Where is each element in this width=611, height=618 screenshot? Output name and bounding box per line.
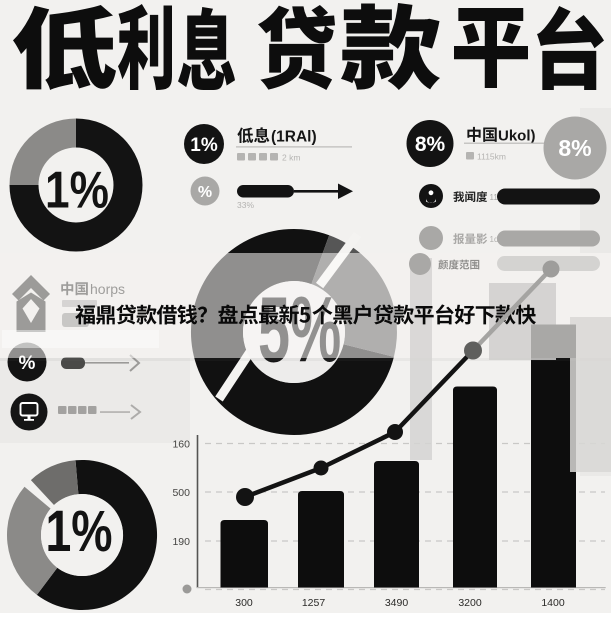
svg-text:(1RAl): (1RAl): [271, 129, 317, 146]
svg-text:3200: 3200: [458, 597, 482, 609]
svg-text:1400: 1400: [541, 597, 565, 609]
svg-text:8%: 8%: [558, 135, 591, 161]
svg-text:500: 500: [172, 487, 190, 499]
svg-text:%: %: [19, 353, 36, 374]
svg-text:1%: 1%: [45, 499, 112, 564]
svg-text:8%: 8%: [415, 133, 446, 156]
svg-text:190: 190: [172, 536, 190, 548]
svg-text:Ukol): Ukol): [498, 128, 536, 145]
svg-text:%: %: [198, 184, 212, 201]
svg-text:33%: 33%: [237, 200, 254, 210]
svg-text:1257: 1257: [302, 597, 326, 609]
svg-text:3490: 3490: [385, 597, 409, 609]
svg-text:1115km: 1115km: [477, 152, 506, 162]
svg-text:160: 160: [172, 439, 190, 451]
svg-text:2 km: 2 km: [282, 153, 300, 163]
svg-text:1%: 1%: [190, 135, 218, 156]
svg-text:300: 300: [235, 597, 253, 609]
svg-text:1%: 1%: [45, 161, 109, 219]
